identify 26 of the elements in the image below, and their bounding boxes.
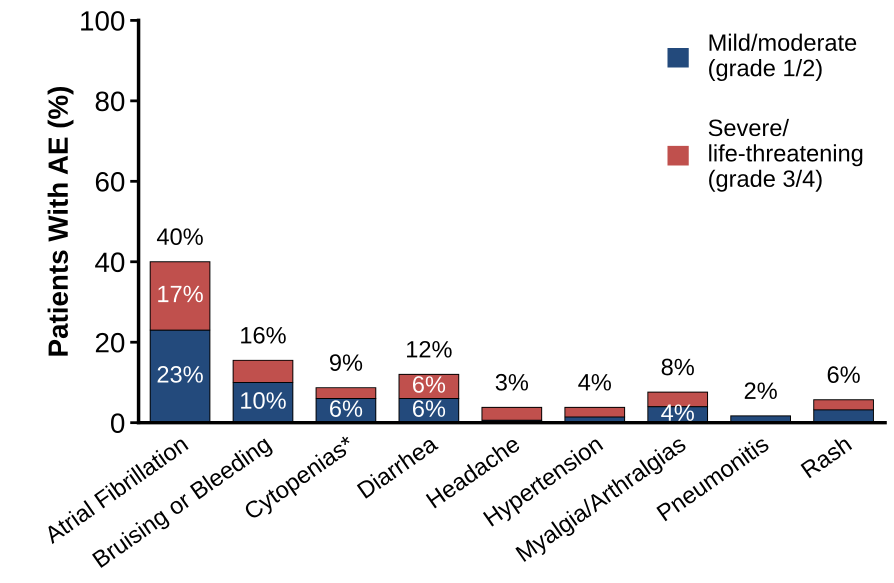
x-tick-label: Rash <box>800 434 852 478</box>
total-label: 16% <box>241 326 286 344</box>
total-label: 6% <box>828 366 860 384</box>
y-tick-label: 100 <box>81 11 124 31</box>
data-label: 23% <box>158 366 203 383</box>
total-label: 8% <box>662 358 694 376</box>
y-tick-label: 40 <box>95 252 124 272</box>
y-tick-label: 60 <box>96 172 124 192</box>
total-label: 9% <box>330 354 362 371</box>
legend-label: Mild/moderate (grade 1/2) <box>709 34 856 82</box>
y-axis-title: Patients With AE (%) <box>48 86 74 356</box>
y-tick-label: 0 <box>111 413 124 434</box>
total-label: 2% <box>744 382 777 400</box>
data-label: 6% <box>413 400 446 417</box>
data-label: 17% <box>158 286 203 302</box>
total-label: 40% <box>156 228 203 246</box>
data-label: 6% <box>413 376 446 393</box>
data-label: 4% <box>661 404 694 421</box>
total-label: 3% <box>496 374 528 391</box>
legend-label: Severe/ life-threatening (grade 3/4) <box>708 118 862 192</box>
y-tick-label: 80 <box>96 92 124 112</box>
total-label: 4% <box>578 374 611 391</box>
data-label: 10% <box>241 392 286 409</box>
y-tick-label: 20 <box>96 332 124 353</box>
data-label: 6% <box>330 400 362 417</box>
total-label: 12% <box>407 340 452 358</box>
